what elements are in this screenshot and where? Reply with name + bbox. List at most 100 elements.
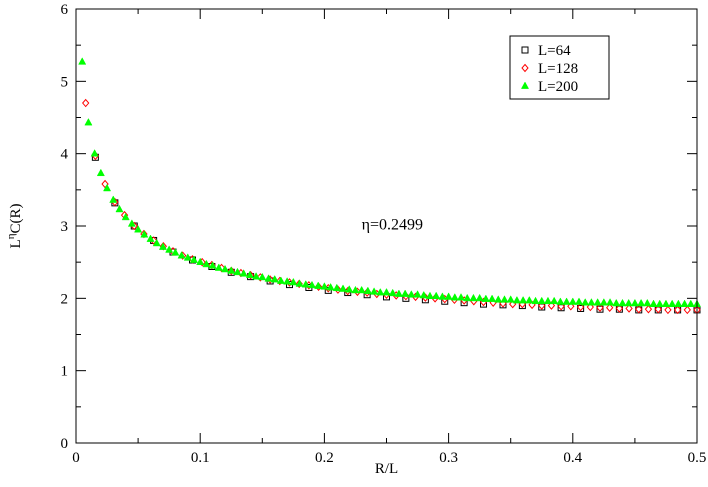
data-point — [413, 290, 422, 298]
data-point — [635, 304, 643, 314]
data-point — [419, 290, 428, 299]
data-point — [314, 281, 323, 289]
data-point — [674, 299, 683, 307]
data-point — [127, 219, 136, 227]
x-tick-label: 0 — [72, 450, 80, 466]
data-point — [606, 298, 615, 306]
data-point — [618, 298, 627, 307]
data-point — [463, 293, 472, 302]
x-tick-label: 0.5 — [688, 450, 707, 466]
data-point — [562, 297, 571, 305]
data-point — [152, 238, 161, 247]
series-diamond — [82, 98, 701, 315]
data-point — [587, 298, 596, 306]
legend-marker — [521, 46, 529, 54]
data-point — [264, 274, 273, 282]
data-point — [444, 292, 453, 300]
data-point — [214, 263, 223, 271]
y-tick-label: 4 — [61, 147, 69, 163]
data-point — [661, 299, 670, 307]
data-point — [673, 305, 682, 315]
data-point — [537, 296, 546, 305]
data-point — [543, 296, 552, 305]
axis-ticks-layer: 0 0.1 0.2 0.3 0.4 0.5 0 1 2 3 4 5 6 — [61, 2, 707, 466]
data-point — [109, 195, 118, 203]
data-point — [450, 293, 459, 301]
data-point — [644, 304, 653, 314]
data-point — [637, 298, 646, 307]
legend-label: L=64 — [538, 43, 571, 59]
data-point — [252, 272, 261, 280]
data-point — [655, 299, 664, 307]
data-point — [574, 297, 584, 305]
x-tick-label: 0.2 — [315, 450, 334, 466]
data-point — [301, 280, 310, 288]
data-point — [171, 248, 180, 256]
legend-marker — [520, 81, 530, 89]
data-point — [438, 292, 447, 300]
data-point — [550, 296, 559, 305]
data-point — [480, 300, 488, 308]
y-tick-label: 6 — [61, 2, 69, 18]
data-point — [115, 204, 124, 213]
data-point — [233, 267, 242, 276]
data-point — [245, 270, 254, 279]
legend-marker — [521, 63, 529, 73]
data-point — [506, 295, 515, 303]
data-point — [332, 283, 341, 292]
data-point — [519, 295, 528, 304]
x-tick-label: 0.1 — [191, 450, 210, 466]
data-point — [283, 277, 292, 285]
data-point — [680, 299, 689, 307]
data-point — [654, 304, 662, 314]
y-tick-label: 5 — [61, 74, 69, 90]
data-point — [649, 299, 658, 307]
data-point — [146, 234, 155, 242]
data-point — [394, 289, 403, 297]
data-point — [345, 285, 354, 293]
data-point — [295, 279, 304, 287]
data-point — [276, 276, 285, 284]
data-point — [401, 289, 410, 297]
data-point — [606, 303, 614, 313]
data-points-layer — [78, 57, 702, 315]
y-tick-label: 0 — [61, 436, 69, 452]
data-point — [382, 288, 391, 296]
data-point — [469, 293, 478, 302]
data-point — [221, 264, 230, 273]
data-point — [567, 302, 575, 311]
data-point — [481, 294, 490, 302]
y-axis-label-rest: C(R) — [8, 204, 24, 234]
eta-annotation: η=0.2499 — [362, 217, 423, 234]
data-point — [407, 290, 416, 298]
data-point — [557, 302, 565, 311]
data-point — [596, 303, 604, 313]
data-point — [615, 304, 624, 313]
data-point — [643, 298, 652, 307]
data-point — [227, 266, 236, 274]
data-point — [500, 295, 509, 303]
data-point — [90, 149, 99, 157]
data-point — [376, 288, 385, 296]
data-point — [196, 257, 205, 266]
data-point — [577, 304, 585, 312]
data-point — [370, 287, 379, 295]
data-point — [165, 245, 174, 253]
data-point — [121, 212, 130, 221]
data-point — [134, 225, 143, 233]
data-point — [593, 298, 602, 306]
data-point — [525, 295, 534, 304]
data-point — [103, 183, 112, 192]
data-point — [625, 304, 633, 313]
data-point — [599, 298, 608, 306]
data-point — [568, 297, 577, 305]
data-point — [488, 294, 497, 302]
data-point — [363, 286, 372, 294]
data-point — [581, 298, 590, 306]
data-point — [668, 299, 677, 307]
data-point — [326, 282, 335, 291]
y-tick-label: 1 — [61, 364, 69, 380]
data-point — [239, 269, 248, 277]
